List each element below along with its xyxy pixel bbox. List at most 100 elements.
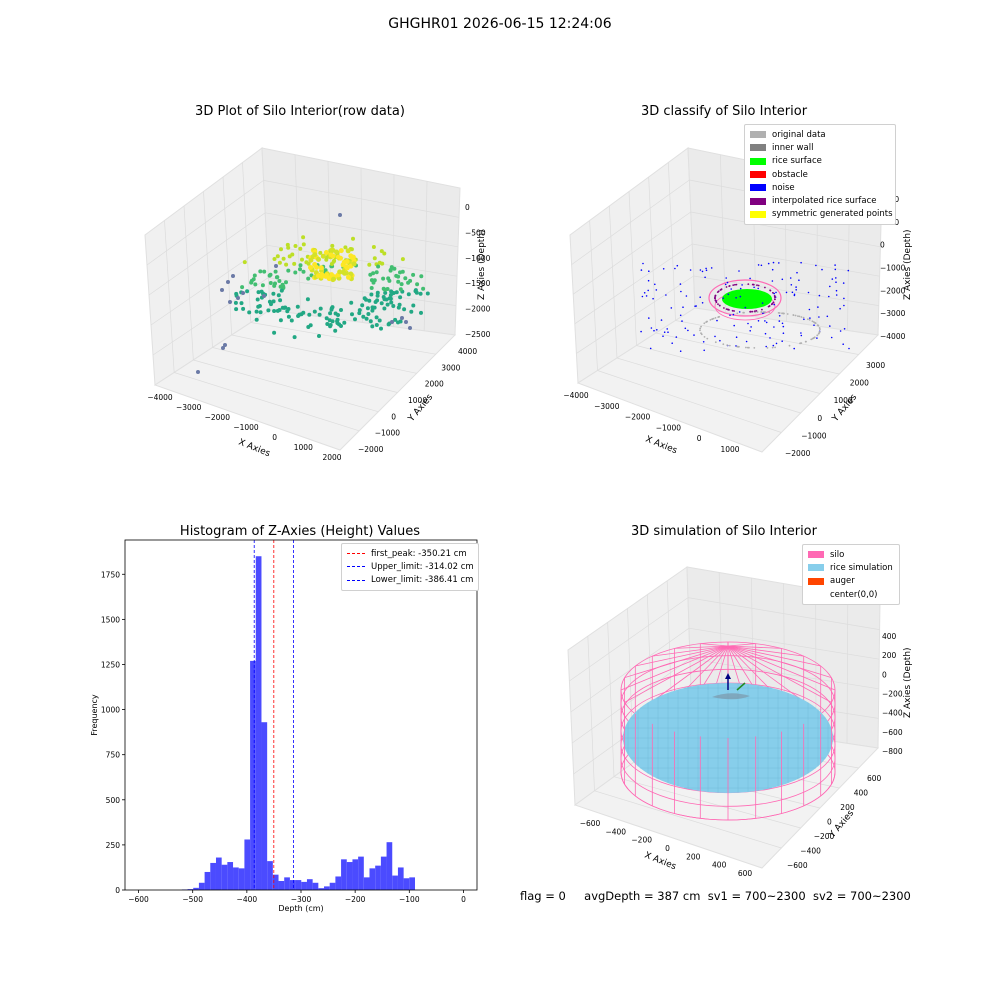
scatter-point <box>275 308 280 313</box>
scatter-point <box>403 276 408 281</box>
panel1-title: 3D Plot of Silo Interior(row data) <box>195 104 405 119</box>
noise-point <box>650 327 653 329</box>
interpolated-point <box>734 283 736 286</box>
silo-roof-rib <box>635 645 729 715</box>
scatter-point <box>323 270 328 275</box>
scatter-point <box>239 290 244 295</box>
scatter-point <box>310 247 316 253</box>
panel2-title: 3D classify of Silo Interior <box>640 104 808 119</box>
noise-point <box>733 324 735 327</box>
gridline <box>648 176 657 334</box>
scatter-point <box>298 263 303 268</box>
scatter-point <box>345 248 351 254</box>
scatter-point <box>389 300 394 305</box>
noise-point <box>782 332 785 335</box>
scatter-point <box>280 282 285 287</box>
original-point <box>766 347 769 349</box>
original-point <box>797 315 799 317</box>
noise-point <box>674 267 676 270</box>
noise-point <box>727 293 730 296</box>
noise-point <box>741 284 743 286</box>
original-point <box>706 320 708 323</box>
interpolated-point <box>773 295 776 297</box>
original-point <box>703 322 706 325</box>
scatter-point <box>324 316 329 321</box>
original-point <box>818 331 821 333</box>
legend-item: silo <box>808 548 894 561</box>
scatter-point <box>272 330 277 335</box>
scatter-point <box>348 258 352 263</box>
noise-point <box>793 293 796 296</box>
scatter-point <box>388 268 393 273</box>
scatter-point <box>409 309 414 314</box>
scatter-point <box>332 274 338 280</box>
panel1-z-ticks: 0 −500 −1000 −1500 −2000 −2500 <box>465 203 491 339</box>
scatter-point <box>319 273 325 279</box>
scatter-point <box>368 319 373 324</box>
noise-point <box>763 311 765 314</box>
scatter-point <box>397 302 402 307</box>
scatter-point <box>268 272 273 277</box>
noise-point <box>798 279 800 282</box>
noise-point <box>679 314 682 317</box>
scatter-point <box>273 281 277 286</box>
noise-point <box>762 312 764 315</box>
noise-point <box>738 270 740 272</box>
histogram-bar <box>221 864 228 890</box>
original-point <box>818 331 821 334</box>
scatter-point <box>336 275 342 281</box>
original-point <box>742 311 745 314</box>
scatter-point <box>281 284 286 289</box>
panel3-title: Histogram of Z-Axies (Height) Values <box>179 524 421 539</box>
noise-point <box>778 262 780 264</box>
panel4-z-tick-label: 0 <box>882 670 887 679</box>
noise-point <box>648 270 650 273</box>
scatter-point <box>396 305 401 310</box>
noise-point <box>726 281 729 284</box>
scatter-point <box>312 249 318 255</box>
scatter-point <box>414 290 419 295</box>
original-point <box>764 311 767 313</box>
histogram-bar <box>198 882 205 890</box>
original-point <box>738 345 740 348</box>
original-point <box>812 321 815 323</box>
gridline <box>597 370 782 433</box>
scatter-point <box>382 306 387 311</box>
interpolated-point <box>717 290 720 293</box>
panel4-x-tick-label: −600 <box>580 819 601 828</box>
scatter-point <box>328 275 334 281</box>
noise-point <box>785 291 788 294</box>
y-tick-label: 500 <box>106 796 121 805</box>
panel1-z-tick-label: −500 <box>465 228 486 237</box>
scatter-point <box>234 291 239 296</box>
noise-point <box>789 277 792 279</box>
scatter-point <box>400 269 405 274</box>
legend-item: inner wall <box>750 141 890 154</box>
scatter-point <box>278 284 283 289</box>
interpolated-point <box>747 283 750 285</box>
scatter-point <box>333 255 338 260</box>
gridline <box>667 162 676 321</box>
panel2-legend: original data inner wall rice surface obsta… <box>744 124 896 226</box>
noise-point <box>843 328 846 330</box>
original-point <box>714 341 717 344</box>
scatter-point <box>406 292 411 297</box>
scatter-point <box>330 253 336 259</box>
noise-point <box>847 269 850 272</box>
original-point <box>722 343 725 346</box>
scatter-point <box>261 291 265 296</box>
interpolated-point <box>769 289 771 292</box>
noise-point <box>791 291 794 294</box>
histogram-y-label: Frequency <box>90 694 99 736</box>
scatter-point <box>390 320 394 324</box>
scatter-point <box>313 274 319 280</box>
original-point <box>756 311 759 313</box>
scatter-point <box>347 260 352 266</box>
scatter-point <box>375 293 380 298</box>
scatter-point <box>366 312 371 316</box>
noise-point <box>739 295 742 298</box>
noise-point <box>818 330 821 333</box>
noise-point <box>663 331 666 334</box>
scatter-point <box>275 275 280 280</box>
noise-point <box>803 318 805 321</box>
